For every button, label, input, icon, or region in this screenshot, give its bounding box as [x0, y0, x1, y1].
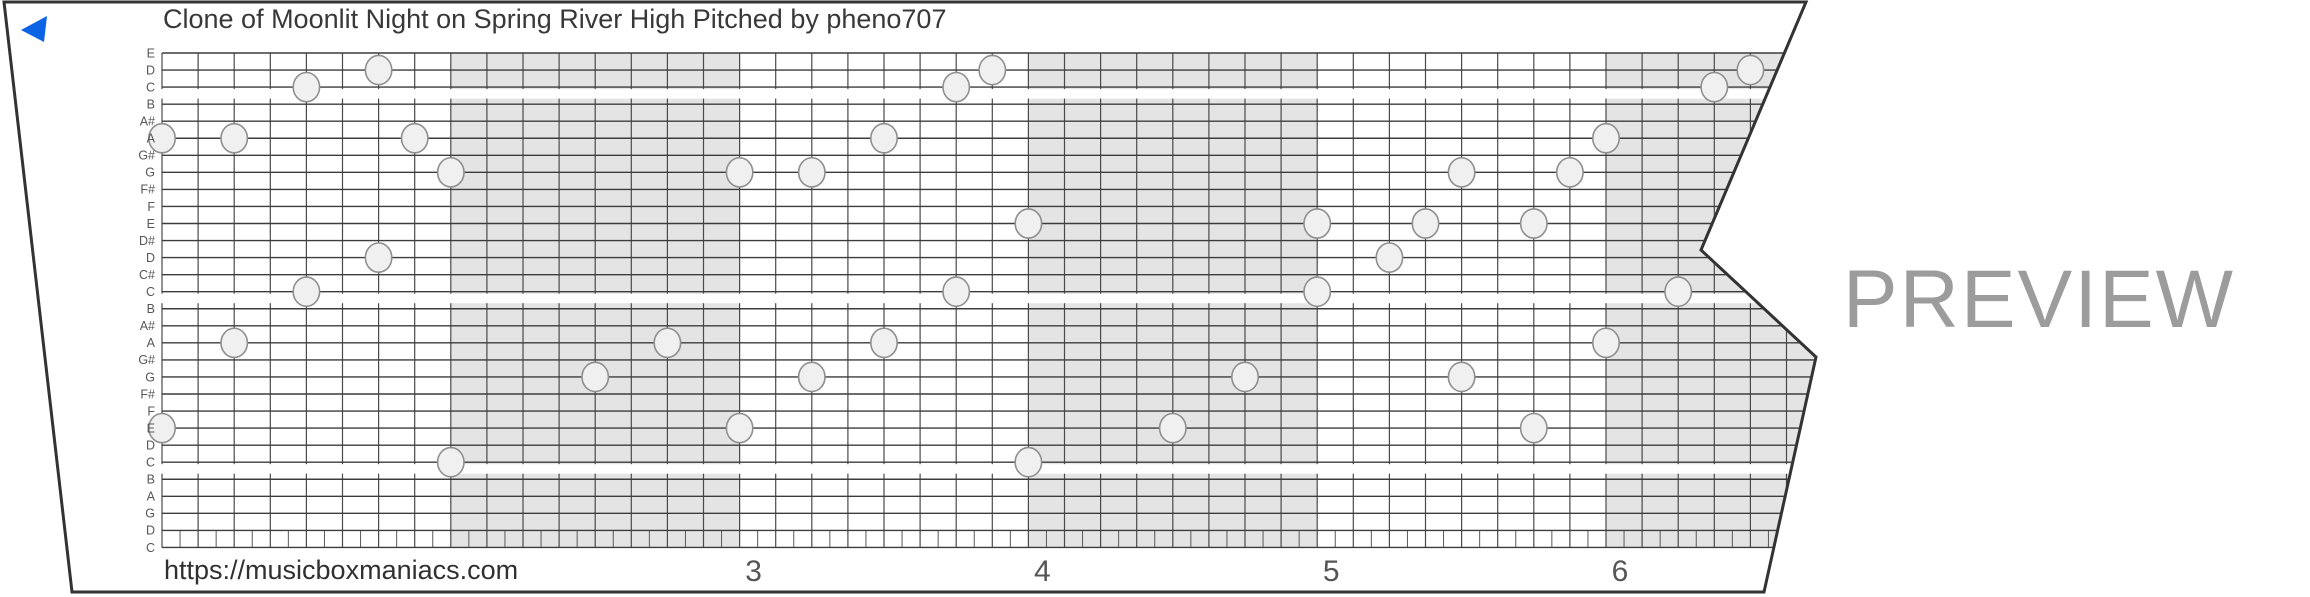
note-row-label: D	[146, 524, 155, 538]
note-dot	[869, 122, 898, 154]
note-dot	[725, 156, 754, 188]
note-row-label: F#	[140, 387, 155, 401]
note-dot	[978, 54, 1007, 86]
note-row-label: B	[147, 97, 155, 111]
note-dot	[1014, 446, 1043, 478]
note-dot	[1375, 242, 1404, 274]
note-dot	[364, 54, 393, 86]
note-dot	[581, 361, 610, 393]
melody-title: Clone of Moonlit Night on Spring River H…	[163, 4, 946, 34]
strip-outline	[2, 0, 1818, 594]
note-row-label: C	[146, 541, 155, 555]
note-row-label: E	[147, 46, 155, 60]
octave-break-stripe	[161, 89, 1816, 99]
note-dot	[436, 156, 465, 188]
note-dot	[292, 276, 321, 308]
note-dot	[436, 446, 465, 478]
note-row-label: C	[146, 285, 155, 299]
note-dot	[1700, 71, 1729, 103]
note-dot	[292, 71, 321, 103]
note-row-label: A	[147, 132, 156, 146]
note-dot	[1231, 361, 1260, 393]
note-row-label: C	[146, 456, 155, 470]
note-row-label: C#	[139, 268, 155, 282]
note-row-label: D	[146, 251, 155, 265]
note-dot	[1158, 412, 1187, 444]
note-dot	[1519, 412, 1548, 444]
measure-number: 5	[1323, 555, 1340, 588]
note-dot	[400, 122, 429, 154]
note-dot	[1447, 361, 1476, 393]
note-dot	[148, 412, 177, 444]
note-dot	[1411, 208, 1440, 239]
octave-break-stripe	[161, 464, 1816, 474]
note-dot	[797, 156, 826, 188]
note-dot	[1736, 54, 1765, 86]
measure-number: 6	[1612, 555, 1629, 588]
note-dot	[220, 122, 249, 154]
note-row-label: F	[147, 200, 155, 214]
note-row-label: E	[147, 421, 155, 435]
note-row-label: G#	[138, 149, 155, 163]
note-dot	[942, 276, 971, 308]
note-row-label: D	[146, 438, 155, 452]
note-row-label: E	[147, 217, 155, 231]
note-dot	[1592, 122, 1621, 154]
note-row-label: A	[147, 490, 156, 504]
note-row-label: D	[146, 63, 155, 77]
note-row-label: C	[146, 80, 155, 94]
note-dot	[148, 122, 177, 154]
note-row-label: G	[145, 507, 155, 521]
note-row-label: A#	[140, 115, 155, 129]
note-dot	[1555, 156, 1584, 188]
note-dot	[1664, 276, 1693, 308]
measure-number: 4	[1034, 555, 1051, 588]
note-dot	[869, 327, 898, 359]
preview-watermark: PREVIEW	[1843, 254, 2235, 345]
note-row-label: B	[147, 302, 155, 316]
measure-numbers: 3 4 5 6	[745, 555, 1628, 588]
note-dot	[220, 327, 249, 359]
note-dot	[1303, 276, 1332, 308]
measure-number: 3	[745, 555, 762, 588]
note-row-label: F	[147, 404, 155, 418]
note-dot	[1303, 208, 1332, 239]
note-row-label: G	[145, 166, 155, 180]
site-url: https://musicboxmaniacs.com	[164, 555, 518, 585]
note-dot	[942, 71, 971, 103]
note-row-label: G#	[138, 353, 155, 367]
note-row-label: G	[145, 370, 155, 384]
back-triangle-icon[interactable]	[21, 16, 47, 42]
note-dot	[1519, 208, 1548, 239]
note-row-label: B	[147, 473, 155, 487]
note-row-label: F#	[140, 183, 155, 197]
note-dot	[1447, 156, 1476, 188]
octave-break-stripe	[161, 293, 1816, 304]
note-row-label: A#	[140, 319, 155, 333]
note-row-label: D#	[139, 234, 155, 248]
note-dot	[364, 242, 393, 274]
note-dot	[1014, 208, 1043, 239]
note-dot	[653, 327, 682, 359]
note-dot	[725, 412, 754, 444]
note-dot	[797, 361, 826, 393]
note-dot	[1592, 327, 1621, 359]
note-row-label: A	[147, 336, 156, 350]
